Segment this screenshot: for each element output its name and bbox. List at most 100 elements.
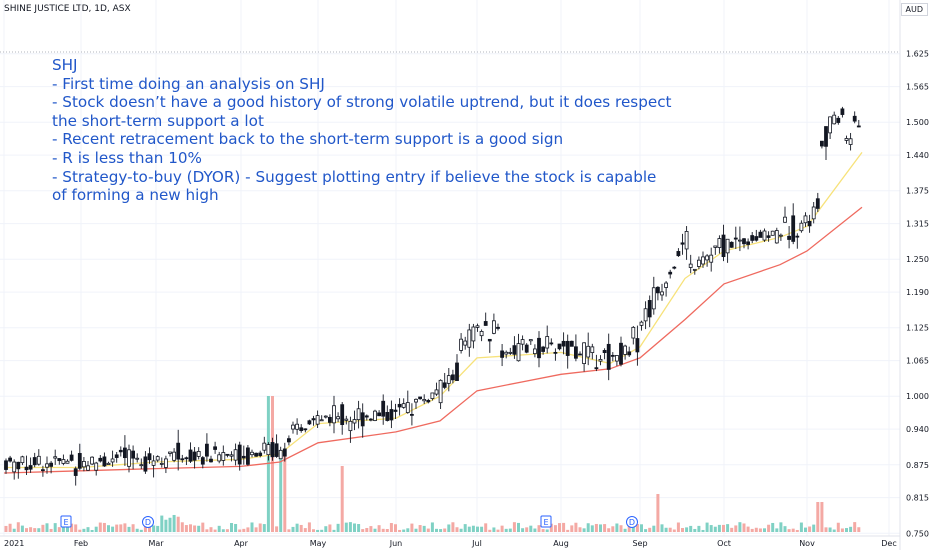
candle-body xyxy=(487,338,492,342)
volume-bar xyxy=(849,526,853,532)
candle-body xyxy=(606,343,611,370)
ema-long-layer xyxy=(3,206,863,474)
price-tick-label: 1.125 xyxy=(906,324,929,333)
volume-bar xyxy=(439,529,443,532)
volume-bar xyxy=(262,524,266,532)
candle-body xyxy=(414,398,418,403)
candle-body xyxy=(204,443,209,457)
candle-body xyxy=(590,346,595,353)
price-tick-label: 1.190 xyxy=(906,288,929,297)
candle-body xyxy=(512,345,517,355)
volume-bar xyxy=(451,522,455,532)
candle-body xyxy=(684,231,689,250)
volume-bar xyxy=(303,528,307,532)
candle-body xyxy=(615,355,619,362)
candle-body xyxy=(836,117,841,123)
earnings-icon xyxy=(540,515,552,528)
volume-bar xyxy=(660,524,664,532)
candle-body xyxy=(520,339,525,345)
price-tick-label: 0.940 xyxy=(906,425,929,434)
volume-bar xyxy=(115,524,119,532)
volume-bar xyxy=(332,529,336,532)
candle-body xyxy=(266,444,271,456)
volume-bar xyxy=(53,523,57,532)
candle-body xyxy=(717,238,722,248)
volume-bar xyxy=(812,524,816,532)
candle-body xyxy=(32,457,37,466)
candle-body xyxy=(766,235,771,238)
candle-body xyxy=(656,286,660,294)
candle-body xyxy=(848,138,853,145)
candle-body xyxy=(725,238,730,254)
candle-body xyxy=(311,418,316,421)
price-tick-label: 0.750 xyxy=(906,529,929,538)
candle-body xyxy=(795,235,800,238)
volume-bar xyxy=(611,526,615,532)
candle-body xyxy=(57,458,62,462)
volume-bar xyxy=(717,524,721,532)
volume-bar xyxy=(693,528,697,532)
volume-bar xyxy=(590,525,594,532)
candle-body xyxy=(135,457,140,460)
candle-body xyxy=(463,340,468,346)
candle-body xyxy=(82,461,86,468)
candle-body xyxy=(393,409,398,412)
candle-body xyxy=(475,325,480,328)
candle-body xyxy=(20,456,25,464)
volume-bar xyxy=(78,529,82,532)
event-label: E xyxy=(543,518,548,527)
candle-body xyxy=(344,418,349,421)
candle-body xyxy=(258,452,263,456)
volume-bar xyxy=(836,522,840,532)
volume-bar xyxy=(615,523,619,532)
volume-bar xyxy=(295,523,299,532)
note-line: - Stock doesn’t have a good history of s… xyxy=(52,93,677,130)
candle-body xyxy=(783,216,787,223)
candle-body xyxy=(471,326,476,342)
candle-body xyxy=(213,446,218,450)
price-tick-label: 1.625 xyxy=(906,50,929,59)
candle-body xyxy=(524,344,529,353)
volume-bar xyxy=(230,523,233,532)
time-tick-label: Aug xyxy=(553,539,569,548)
candle-body xyxy=(45,463,49,468)
volume-bar xyxy=(414,528,418,532)
candle-body xyxy=(672,266,677,269)
candle-body xyxy=(377,412,382,417)
candle-body xyxy=(639,321,644,326)
candle-body xyxy=(77,453,82,469)
candle-body xyxy=(163,458,168,468)
volume-bar xyxy=(139,529,143,532)
note-line: SHJ xyxy=(52,56,78,74)
candle-body xyxy=(274,443,279,457)
volume-bar xyxy=(16,522,20,532)
volume-bar xyxy=(627,523,631,532)
volume-bar xyxy=(681,528,684,532)
candle-body xyxy=(65,460,70,464)
volume-bar xyxy=(344,522,348,532)
price-tick-label: 1.375 xyxy=(906,187,929,196)
candle-body xyxy=(565,340,570,356)
candle-body xyxy=(364,415,369,418)
volume-bar xyxy=(8,523,12,532)
candle-body xyxy=(241,455,246,459)
volume-bar xyxy=(86,527,90,532)
volume-bar xyxy=(771,522,775,532)
candle-body xyxy=(348,420,353,432)
candle-body xyxy=(385,411,390,421)
volume-bar xyxy=(242,528,246,532)
candle-body xyxy=(586,345,591,358)
volume-bar xyxy=(463,524,467,532)
volume-bar xyxy=(193,525,197,532)
chart-title: SHINE JUSTICE LTD, 1D, ASX xyxy=(4,4,131,14)
price-axis: 0.750 0.815 0.875 0.940 1.000 1.065 1.125 1.190… xyxy=(899,0,929,550)
volume-bar xyxy=(316,529,320,532)
volume-bar xyxy=(758,528,762,532)
candle-body xyxy=(73,468,78,476)
candle-body xyxy=(61,459,66,464)
candle-body xyxy=(159,462,164,465)
volume-bar xyxy=(480,526,484,532)
event-label: D xyxy=(629,518,635,527)
volume-bar xyxy=(4,525,8,532)
